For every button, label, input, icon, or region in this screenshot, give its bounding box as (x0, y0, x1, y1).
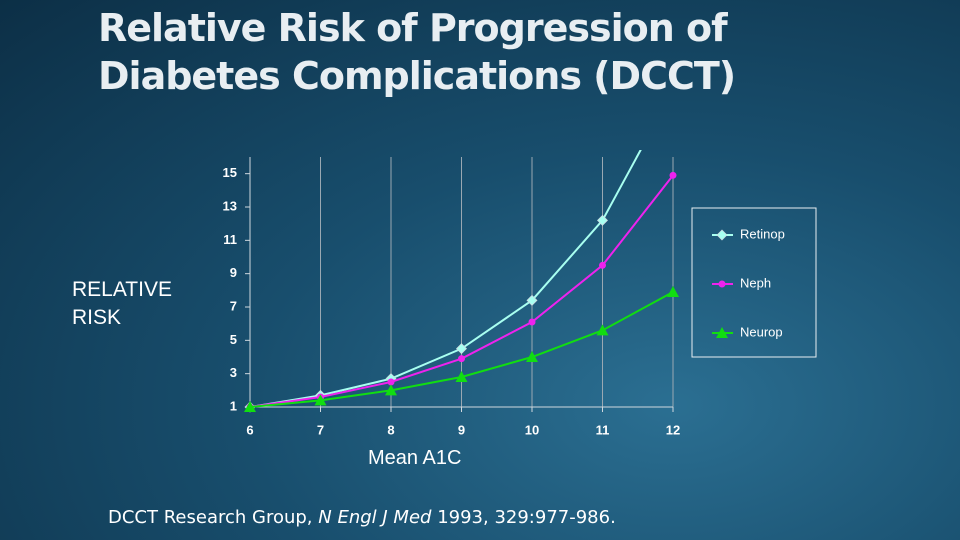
marker (526, 351, 538, 362)
marker (667, 286, 679, 297)
x-tick-label: 6 (246, 422, 253, 437)
x-tick-label: 12 (666, 422, 680, 437)
y-tick-label: 15 (223, 165, 237, 180)
marker (716, 229, 728, 241)
y-tick-label: 9 (230, 265, 237, 280)
y-axis-label: RELATIVE RISK (72, 278, 172, 329)
y-tick-label: 13 (223, 198, 237, 213)
x-tick-label: 10 (525, 422, 539, 437)
y-tick-label: 5 (230, 332, 237, 347)
citation-details: 1993, 329:977-986. (437, 507, 616, 528)
plot-area (244, 85, 679, 413)
citation-authors: DCCT Research Group, (108, 507, 313, 528)
marker (387, 378, 395, 386)
y-tick-label: 11 (223, 232, 237, 247)
x-tick-label: 8 (387, 422, 394, 437)
marker (597, 214, 608, 226)
x-tick-label: 9 (458, 422, 465, 437)
marker (244, 401, 256, 412)
marker (458, 355, 465, 363)
legend-box (691, 207, 817, 358)
citation: DCCT Research Group, N Engl J Med 1993, … (108, 507, 616, 528)
x-tick-label: 7 (317, 422, 324, 437)
marker (528, 318, 536, 326)
x-tick-label: 11 (596, 422, 610, 437)
marker (599, 261, 606, 269)
marker (668, 85, 678, 95)
citation-journal: N Engl J Med (318, 507, 432, 528)
legend-label: Neph (740, 275, 771, 290)
y-tick-label: 3 (230, 365, 237, 380)
y-tick-label: 1 (230, 398, 237, 413)
marker (385, 384, 397, 396)
y-tick-label: 7 (230, 298, 237, 313)
slide-title: Relative Risk of Progression of Diabetes… (98, 6, 736, 98)
legend-label: Neurop (740, 324, 783, 339)
marker (718, 280, 726, 288)
legend-label: Retinop (740, 226, 785, 241)
x-axis-label: Mean A1C (368, 447, 462, 469)
marker (314, 394, 327, 406)
marker (669, 171, 677, 179)
marker (526, 294, 538, 306)
marker (455, 371, 468, 382)
marker (596, 324, 609, 336)
marker (456, 343, 467, 355)
marker (716, 327, 728, 338)
